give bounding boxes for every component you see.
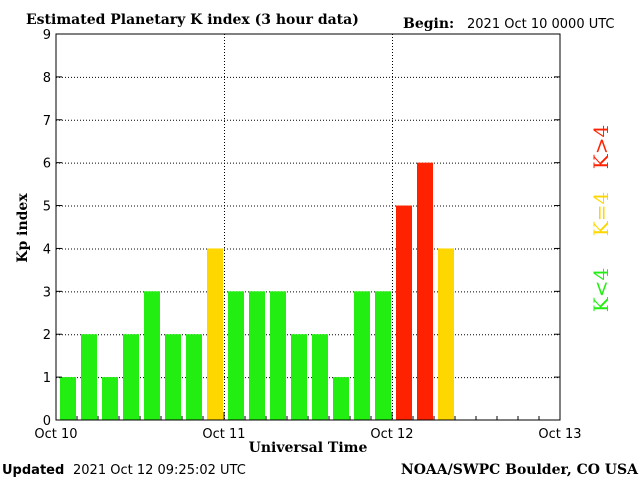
y-tick-label: 7 <box>43 114 51 129</box>
y-tick-label: 1 <box>43 371 51 386</box>
y-tick-label: 3 <box>43 285 51 300</box>
kp-bar <box>207 248 223 420</box>
credit-text: NOAA/SWPC Boulder, CO USA <box>401 462 639 478</box>
kp-bar <box>438 248 454 420</box>
kp-bar <box>249 291 265 420</box>
kp-bar <box>270 291 286 420</box>
x-tick-label: Oct 11 <box>202 427 245 442</box>
kp-bar <box>375 291 391 420</box>
updated-label: Updated <box>2 463 64 478</box>
y-tick-label: 9 <box>43 28 51 43</box>
begin-value: 2021 Oct 10 0000 UTC <box>467 17 615 32</box>
kp-bar <box>165 334 181 420</box>
kp-bar <box>228 291 244 420</box>
x-tick-label: Oct 10 <box>34 427 77 442</box>
y-tick-label: 6 <box>43 157 51 172</box>
y-tick-label: 0 <box>43 414 51 429</box>
kp-bar <box>333 377 349 420</box>
x-tick-label: Oct 12 <box>370 427 413 442</box>
kp-bar <box>144 291 160 420</box>
kp-bar <box>186 334 202 420</box>
legend-high: K>4 <box>589 125 613 169</box>
kp-bar <box>81 334 97 420</box>
y-axis-label: Kp index <box>15 193 31 263</box>
y-tick-label: 8 <box>43 71 51 86</box>
kp-bar <box>123 334 139 420</box>
x-axis-label: Universal Time <box>249 440 368 456</box>
kp-bar <box>312 334 328 420</box>
kp-bar <box>396 205 412 420</box>
kp-bar <box>354 291 370 420</box>
begin-label: Begin: <box>403 16 454 32</box>
legend-equal: K=4 <box>589 192 613 236</box>
y-tick-label: 5 <box>43 200 51 215</box>
chart-title: Estimated Planetary K index (3 hour data… <box>26 12 359 28</box>
grid-lines <box>56 34 560 420</box>
kp-bar <box>417 162 433 420</box>
x-tick-label: Oct 13 <box>538 427 581 442</box>
kp-bar <box>60 377 76 420</box>
y-tick-label: 2 <box>43 328 51 343</box>
updated-value: 2021 Oct 12 09:25:02 UTC <box>73 463 246 478</box>
y-axis-ticks: 0 1 2 3 4 5 6 7 8 9 <box>43 28 560 429</box>
x-axis-ticks: Oct 10 Oct 11 Oct 12 Oct 13 <box>34 412 582 442</box>
legend-low: K<4 <box>589 268 613 312</box>
bar-series <box>60 162 454 420</box>
y-tick-label: 4 <box>43 242 51 257</box>
kp-bar <box>102 377 118 420</box>
kp-bar <box>291 334 307 420</box>
